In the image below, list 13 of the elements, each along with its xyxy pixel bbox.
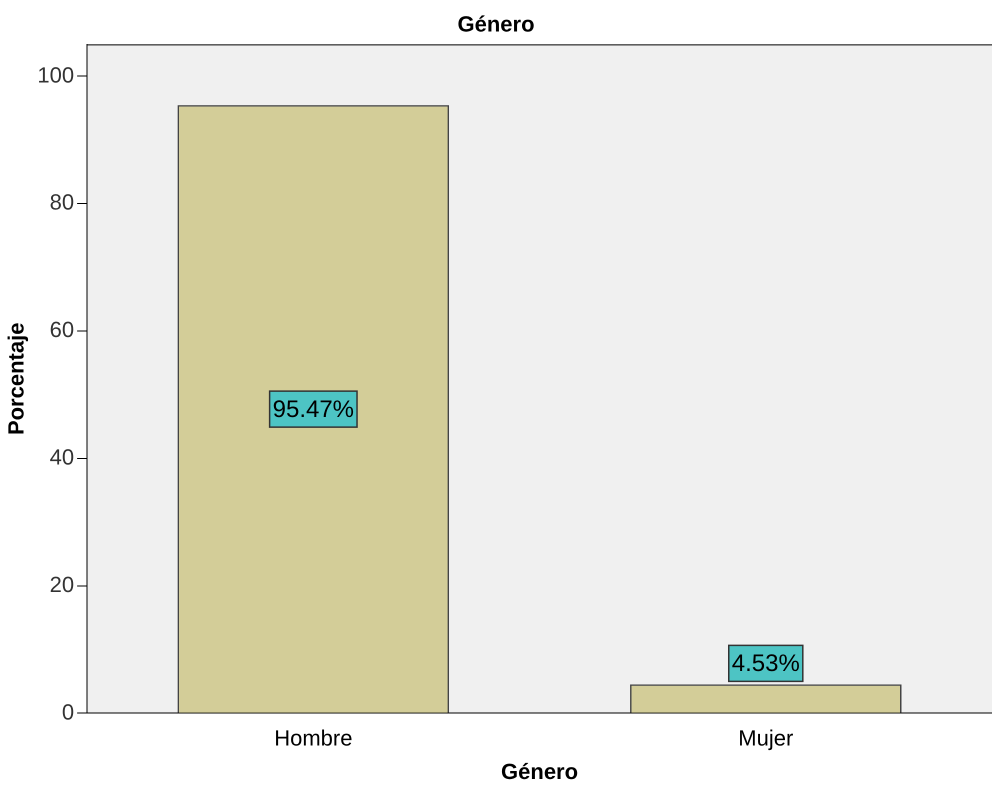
y-tick-label: 20 (50, 572, 74, 597)
y-axis-title: Porcentaje (3, 322, 28, 436)
data-label: 95.47% (272, 396, 354, 423)
y-tick-label: 60 (50, 317, 74, 342)
x-tick-label: Mujer (738, 725, 794, 750)
chart-title: Género (457, 11, 535, 36)
data-label: 4.53% (732, 650, 800, 677)
y-tick-label: 80 (50, 190, 74, 215)
y-tick-label: 100 (37, 62, 74, 88)
x-tick-label: Hombre (274, 725, 352, 750)
y-tick-label: 0 (62, 699, 74, 724)
y-tick-label: 40 (50, 444, 74, 470)
x-axis-title: Género (501, 758, 578, 784)
